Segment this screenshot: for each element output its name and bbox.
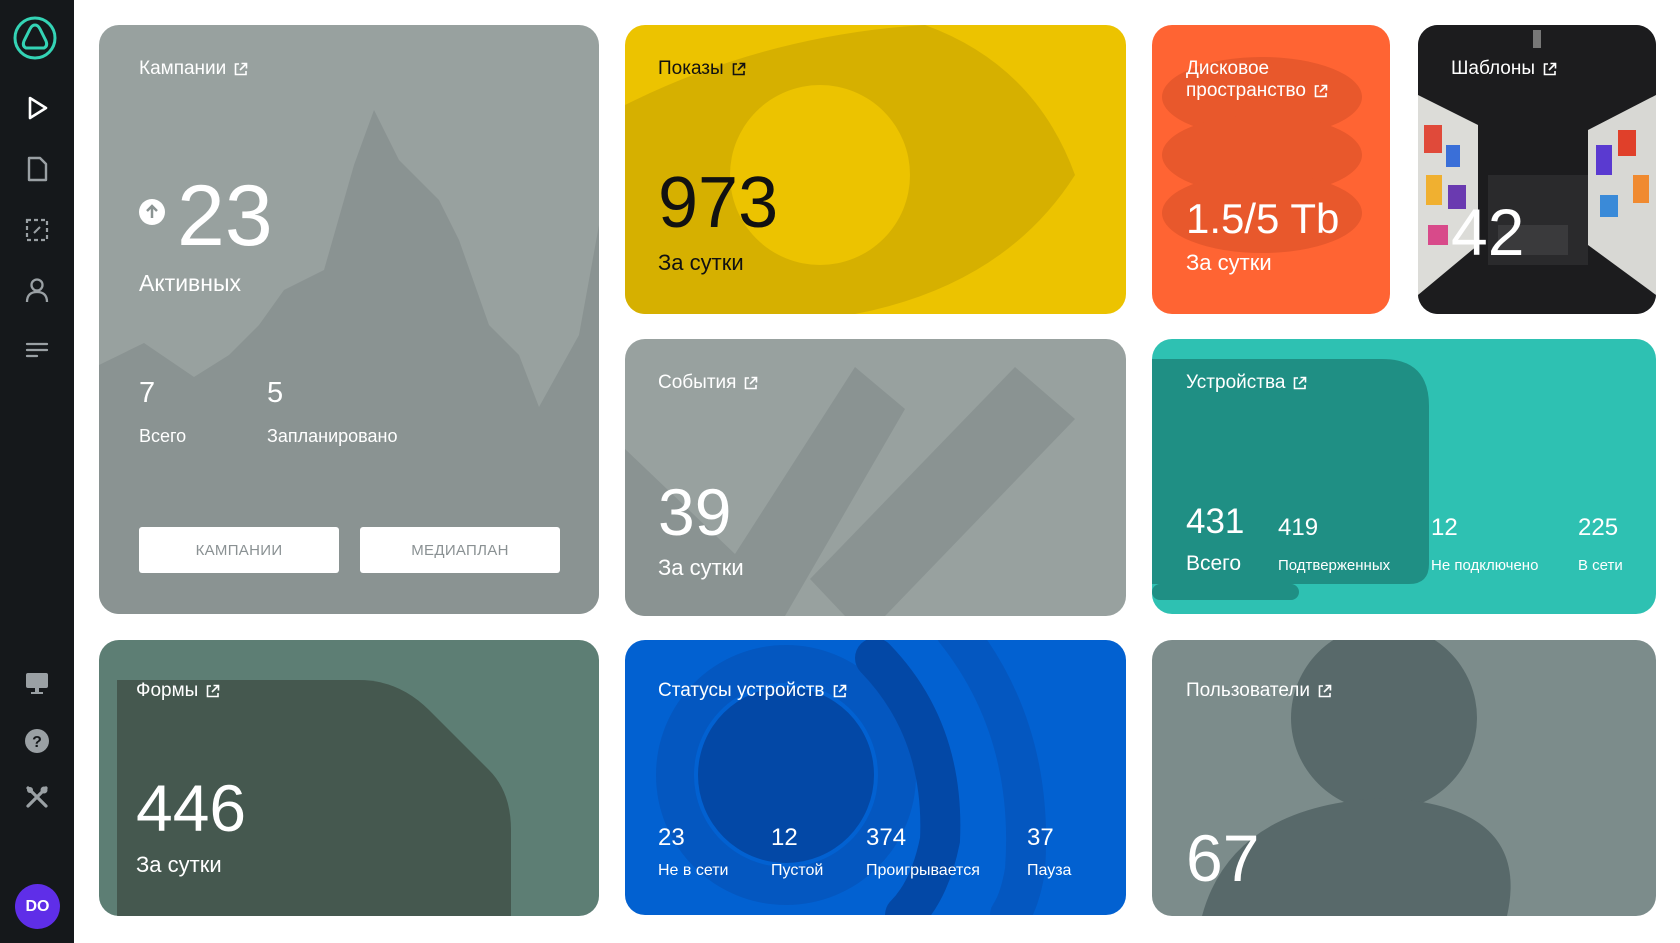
disk-background-graphic <box>1162 57 1362 253</box>
external-link-icon <box>1314 84 1328 97</box>
forms-label: За сутки <box>136 852 222 877</box>
disk-label: За сутки <box>1186 250 1272 275</box>
status-empty-label: Пустой <box>771 862 824 879</box>
mediaplan-button[interactable]: МЕДИАПЛАН <box>360 527 560 573</box>
external-link-icon <box>1543 62 1557 75</box>
external-link-icon <box>745 376 758 389</box>
users-title-label: Пользователи <box>1186 680 1311 701</box>
campaigns-title-label: Кампании <box>139 58 227 79</box>
campaigns-card: Кампании 23 Активных 7 Всего 5 Запланиро… <box>99 25 599 614</box>
campaigns-planned-value: 5 <box>267 377 284 409</box>
status-paused-value: 37 <box>1027 824 1054 851</box>
disk-title-line1: Дисковое <box>1186 58 1270 79</box>
device-statuses-title[interactable]: Статусы устройств <box>658 680 847 702</box>
forms-value: 446 <box>136 771 247 845</box>
users-title[interactable]: Пользователи <box>1186 680 1332 702</box>
status-playing-label: Проигрывается <box>866 862 980 879</box>
arrow-up-icon <box>139 199 165 225</box>
users-value: 67 <box>1186 821 1260 895</box>
devices-not-connected-value: 12 <box>1431 514 1458 541</box>
external-link-icon <box>732 62 745 75</box>
monitor-icon[interactable] <box>17 663 57 703</box>
external-link-icon <box>833 684 846 697</box>
eye-background-graphic <box>625 25 1075 314</box>
users-card: Пользователи 67 <box>1152 640 1656 916</box>
events-title[interactable]: События <box>658 372 758 394</box>
status-playing-value: 374 <box>866 824 907 851</box>
devices-confirmed-label: Подтверженных <box>1278 557 1391 574</box>
play-icon[interactable] <box>17 88 57 128</box>
templates-value: 42 <box>1451 195 1525 269</box>
disk-title-line2: пространство <box>1186 80 1306 101</box>
forms-title-label: Формы <box>136 680 199 701</box>
events-card: События 39 За сутки <box>625 339 1126 616</box>
devices-title-label: Устройства <box>1186 372 1286 393</box>
devices-total-value: 431 <box>1186 502 1245 541</box>
campaigns-button[interactable]: КАМПАНИИ <box>139 527 339 573</box>
avatar-initials: DO <box>25 897 50 915</box>
devices-online-label: В сети <box>1578 557 1623 574</box>
disk-value: 1.5/5 Tb <box>1186 195 1340 242</box>
templates-title-label: Шаблоны <box>1451 58 1536 79</box>
help-icon[interactable]: ? <box>17 721 57 761</box>
events-title-label: События <box>658 372 737 393</box>
status-paused-label: Пауза <box>1027 862 1072 879</box>
forms-background-graphic <box>117 680 511 916</box>
forms-card: Формы 446 За сутки <box>99 640 599 916</box>
impressions-title[interactable]: Показы <box>658 58 746 80</box>
templates-title[interactable]: Шаблоны <box>1451 58 1557 80</box>
disk-title[interactable]: Дисковое пространство <box>1186 58 1328 102</box>
campaigns-active-label: Активных <box>139 270 241 296</box>
campaigns-background-graphic <box>99 110 599 614</box>
impressions-title-label: Показы <box>658 58 724 79</box>
external-link-icon <box>234 62 248 75</box>
devices-card: Устройства 431 Всего 419 Подтверженных 1… <box>1152 339 1656 614</box>
templates-card: Шаблоны 42 <box>1418 25 1656 314</box>
select-icon[interactable] <box>17 210 57 250</box>
device-statuses-card: Статусы устройств 23 Не в сети 12 Пустой… <box>625 640 1126 915</box>
devices-title[interactable]: Устройства <box>1186 372 1307 394</box>
disk-card: Дисковое пространство 1.5/5 Tb За сутки <box>1152 25 1390 314</box>
campaigns-planned-label: Запланировано <box>267 426 398 446</box>
list-icon[interactable] <box>17 330 57 370</box>
devices-confirmed-value: 419 <box>1278 514 1319 541</box>
user-icon[interactable] <box>17 270 57 310</box>
campaigns-total-value: 7 <box>139 377 156 409</box>
status-empty-value: 12 <box>771 824 798 851</box>
impressions-value: 973 <box>658 163 779 243</box>
user-background-graphic <box>1202 640 1511 916</box>
sidebar: ? DO <box>0 0 74 943</box>
signal-background-graphic <box>656 640 1047 915</box>
logo-icon[interactable] <box>13 16 57 60</box>
templates-background-photo <box>1418 25 1656 314</box>
impressions-card: Показы 973 За сутки <box>625 25 1126 314</box>
devices-not-connected-label: Не подключено <box>1431 557 1539 574</box>
devices-total-label: Всего <box>1186 552 1242 575</box>
file-icon[interactable] <box>17 149 57 189</box>
impressions-label: За сутки <box>658 250 744 275</box>
status-offline-label: Не в сети <box>658 862 729 879</box>
events-value: 39 <box>658 475 732 549</box>
forms-title[interactable]: Формы <box>136 680 220 702</box>
events-label: За сутки <box>658 555 744 580</box>
campaigns-title[interactable]: Кампании <box>139 58 248 80</box>
devices-online-value: 225 <box>1578 514 1619 541</box>
status-offline-value: 23 <box>658 824 685 851</box>
devices-background-graphic <box>1152 359 1429 600</box>
external-link-icon <box>1318 684 1332 697</box>
events-background-graphic <box>625 367 1075 616</box>
campaigns-total-label: Всего <box>139 426 187 446</box>
campaigns-active-value: 23 <box>177 168 273 264</box>
external-link-icon <box>1294 376 1307 389</box>
avatar[interactable]: DO <box>15 884 60 929</box>
tools-icon[interactable] <box>17 777 57 817</box>
external-link-icon <box>207 684 220 697</box>
svg-text:?: ? <box>32 734 42 751</box>
device-statuses-title-label: Статусы устройств <box>658 680 825 701</box>
